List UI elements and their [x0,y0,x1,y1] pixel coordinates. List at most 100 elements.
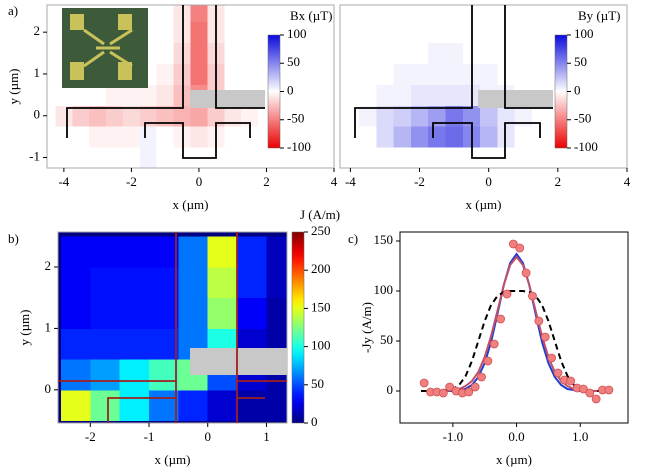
y-axis-label: y (µm) [17,309,32,345]
pad [118,14,132,30]
data-point [547,353,556,363]
heat-cell [428,84,446,106]
heat-cell [376,63,395,85]
colorbar-title: By (µT) [578,8,621,23]
y-tick-label: 100 [374,282,394,297]
heat-cell [178,267,209,299]
data-point [540,332,550,342]
heat-cell [207,236,238,268]
heat-cell [341,84,360,106]
heat-cell [224,63,242,85]
electrode-outline [66,5,265,159]
x-axis-label: x (µm) [465,197,501,212]
heat-cell [531,147,550,168]
colorbar-tick-label: -50 [574,111,591,126]
heat-cell [514,105,533,127]
heat-cell [122,126,141,148]
colorbar-tick-label: 0 [311,414,318,429]
heat-cell [224,147,242,168]
heat-cell [359,63,377,85]
y-tick-label: 2 [34,23,41,38]
heat-cell [190,42,208,65]
gray-region [478,90,553,108]
heat-cell [258,147,276,168]
colorbar-tick-label: 0 [574,82,581,97]
colorbar-tick-label: 50 [311,376,324,391]
heat-cell [359,147,377,168]
heat-cell [393,42,412,65]
gray-region [190,90,265,108]
y-axis-label: -Jy (A/m) [359,302,374,353]
y-tick-label: 0 [34,107,41,122]
data-point [464,387,474,397]
heat-cell [428,21,446,44]
y-tick-label: 1 [45,319,52,334]
heat-cell [173,105,191,127]
y-tick-label: 50 [380,332,393,347]
heat-cell [106,126,124,148]
heat-cell [376,105,395,127]
colorbar [291,231,305,424]
trace [83,28,133,68]
heat-cell [497,126,516,148]
heat-cell [497,63,516,85]
heat-cell [359,126,377,148]
colorbar-tick-label: -100 [574,139,598,154]
inset-photo [62,8,148,88]
panel-label: b) [8,231,19,246]
pad [118,62,132,80]
heat-cell [207,267,238,299]
heat-cell [55,147,73,168]
heat-cell [241,105,259,127]
heat-cell [224,126,242,148]
heat-cell [90,389,121,422]
heat-cell [497,21,516,44]
data-point [591,394,601,404]
x-tick-label: -1.0 [443,429,464,444]
heat-cell [156,21,175,44]
heat-cell [60,359,91,391]
heat-cell [190,126,208,148]
heat-cell [139,147,158,168]
y-tick-label: 0 [45,381,52,396]
x-axis-label: x (µm) [496,452,532,467]
heat-cell [428,63,446,85]
heat-cell [393,147,412,168]
heat-cell [480,5,498,23]
heat-cell [445,42,464,65]
heat-cell [549,147,567,168]
heat-cell [90,297,121,329]
heat-cell [149,267,179,299]
heat-cell [393,126,412,148]
heat-cell [531,105,550,127]
heat-cell [106,84,124,106]
heat-cell [190,5,208,23]
data-point [483,356,493,366]
heat-cell [55,105,73,127]
heat-cell [149,236,179,268]
heat-cell [207,297,238,329]
heat-cell [531,42,550,65]
heat-cell [445,126,464,148]
heat-cell [119,297,150,329]
x-tick-label: 2 [263,174,270,189]
colorbar-tick-label: 250 [311,223,331,238]
x-tick-label: 2 [555,174,562,189]
x-tick-label: 4 [331,174,338,189]
colorbar-tick-label: 50 [574,54,587,69]
heat-cell [393,5,412,23]
heat-cell [156,84,175,106]
heat-cell [480,126,498,148]
heat-cell [156,147,175,168]
x-tick-label: -2 [85,429,96,444]
heat-cell [207,105,225,127]
heat-cell [445,147,464,168]
heat-cell [122,84,141,106]
electrode-outline [354,5,553,159]
heat-cell [241,42,259,65]
heat-cell [393,105,412,127]
x-tick-label: 1 [263,429,270,444]
heat-cell [149,359,179,391]
heat-cell [139,105,158,127]
